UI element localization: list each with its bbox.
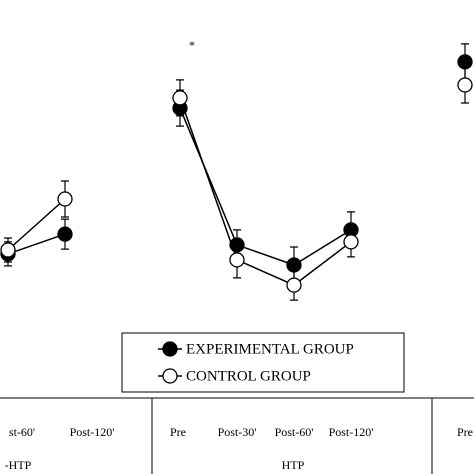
x-tick-label: Post-30'	[218, 425, 257, 439]
series-line	[179, 97, 352, 286]
marker	[457, 77, 473, 93]
legend-label: EXPERIMENTAL GROUP	[186, 341, 354, 357]
x-tick-label: Post-60'	[275, 425, 314, 439]
legend-marker	[162, 341, 178, 357]
marker	[0, 242, 16, 258]
x-tick-label: Pre	[170, 425, 186, 439]
series-line	[7, 233, 66, 255]
x-tick-label: Post-120'	[329, 425, 374, 439]
x-tick-label: st-60'	[9, 425, 35, 439]
marker	[57, 191, 73, 207]
legend-label: CONTROL GROUP	[186, 368, 311, 384]
annotation: *	[189, 38, 195, 52]
x-tick-label: Pre	[457, 425, 473, 439]
x-axis-label: -HTP	[5, 458, 32, 472]
legend-marker	[162, 368, 178, 384]
x-tick-label: Post-120'	[70, 425, 115, 439]
marker	[229, 252, 245, 268]
marker	[343, 234, 359, 250]
marker	[57, 226, 73, 242]
marker	[286, 277, 302, 293]
series-line	[7, 198, 66, 251]
x-axis-label: HTP	[282, 458, 305, 472]
series-line	[179, 107, 352, 266]
marker	[172, 90, 188, 106]
